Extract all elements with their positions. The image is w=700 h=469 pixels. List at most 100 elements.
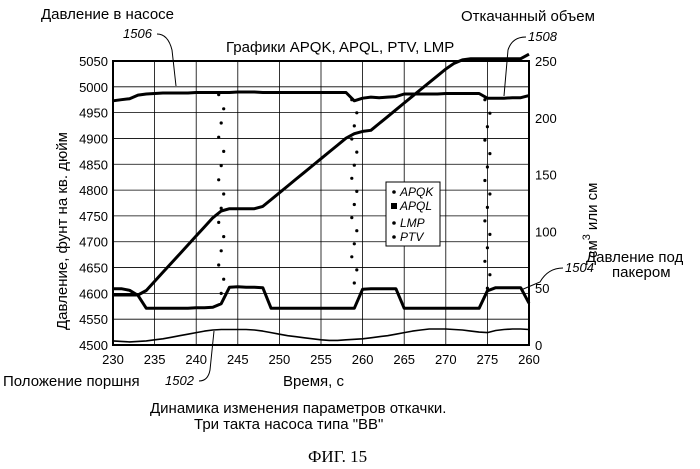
transition-dot bbox=[488, 152, 491, 155]
transition-dot bbox=[222, 107, 225, 110]
annotation-piston-position: Положение поршня bbox=[3, 373, 140, 390]
transition-dot bbox=[488, 112, 491, 115]
legend-marker-lmp bbox=[392, 221, 396, 225]
transition-dot bbox=[486, 165, 489, 168]
y-right-tick-labels: 050100150200250 bbox=[535, 54, 557, 353]
x-tick-label: 240 bbox=[185, 352, 207, 367]
x-tick-labels: 230235240245250255260265270275260 bbox=[102, 352, 540, 367]
transition-dot bbox=[222, 278, 225, 281]
transition-dot bbox=[217, 263, 220, 266]
transition-dot bbox=[353, 124, 356, 127]
transition-dot bbox=[488, 192, 491, 195]
x-tick-label: 255 bbox=[310, 352, 332, 367]
legend-marker-ptv bbox=[392, 235, 396, 239]
transition-dot bbox=[483, 98, 486, 101]
transition-dot bbox=[350, 255, 353, 258]
transition-dot bbox=[217, 221, 220, 224]
transition-dot bbox=[217, 178, 220, 181]
legend-label-apqk: APQK bbox=[399, 185, 434, 199]
y-right-tick-label: 250 bbox=[535, 54, 557, 69]
y-left-tick-label: 4950 bbox=[79, 106, 108, 121]
transition-dots bbox=[217, 93, 491, 295]
transition-dot bbox=[355, 268, 358, 271]
transition-dot bbox=[355, 151, 358, 154]
x-tick-label: 270 bbox=[435, 352, 457, 367]
transition-dot bbox=[353, 242, 356, 245]
transition-dot bbox=[217, 136, 220, 139]
x-tick-label: 265 bbox=[393, 352, 415, 367]
transition-dot bbox=[353, 281, 356, 284]
y-left-tick-label: 4600 bbox=[79, 286, 108, 301]
ref-1506: 1506 bbox=[123, 26, 153, 41]
x-tick-label: 275 bbox=[477, 352, 499, 367]
legend-label-lmp: LMP bbox=[400, 216, 425, 230]
y-axis-right-unit-tail: или см bbox=[584, 183, 601, 231]
legend-marker-apql bbox=[391, 203, 397, 209]
x-tick-label: 260 bbox=[518, 352, 540, 367]
transition-dot bbox=[355, 229, 358, 232]
figure-label: ФИГ. 15 bbox=[308, 447, 367, 466]
y-left-tick-label: 4700 bbox=[79, 235, 108, 250]
transition-dot bbox=[483, 139, 486, 142]
y-left-tick-label: 4500 bbox=[79, 338, 108, 353]
transition-dot bbox=[220, 164, 223, 167]
transition-dot bbox=[350, 177, 353, 180]
transition-dot bbox=[350, 98, 353, 101]
transition-dot bbox=[483, 219, 486, 222]
y-right-tick-label: 0 bbox=[535, 338, 542, 353]
transition-dot bbox=[220, 121, 223, 124]
y-right-tick-label: 150 bbox=[535, 168, 557, 183]
transition-dot bbox=[355, 111, 358, 114]
transition-dot bbox=[488, 233, 491, 236]
transition-dot bbox=[220, 249, 223, 252]
transition-dot bbox=[353, 164, 356, 167]
transition-dot bbox=[222, 150, 225, 153]
y-left-tick-label: 5050 bbox=[79, 54, 108, 69]
transition-dot bbox=[220, 292, 223, 295]
y-left-tick-label: 4750 bbox=[79, 209, 108, 224]
chart-grid bbox=[113, 61, 529, 345]
y-left-tick-label: 4900 bbox=[79, 131, 108, 146]
transition-dot bbox=[488, 273, 491, 276]
x-tick-label: 260 bbox=[352, 352, 374, 367]
ref-1502: 1502 bbox=[165, 373, 195, 388]
annotation-packer-pressure-line2: пакером bbox=[612, 264, 671, 281]
x-tick-label: 245 bbox=[227, 352, 249, 367]
y-axis-left-label: Давление, фунт на кв. дюйм bbox=[54, 132, 71, 330]
x-tick-label: 230 bbox=[102, 352, 124, 367]
transition-dot bbox=[217, 93, 220, 96]
transition-dot bbox=[483, 260, 486, 263]
chart-title: Графики APQK, APQL, PTV, LMP bbox=[226, 39, 454, 56]
y-left-tick-label: 5000 bbox=[79, 80, 108, 95]
y-left-tick-label: 4650 bbox=[79, 261, 108, 276]
legend-marker-apqk bbox=[392, 190, 396, 194]
transition-dot bbox=[353, 203, 356, 206]
caption-line-2: Три такта насоса типа "BB" bbox=[194, 416, 383, 433]
y-axis-right-unit-sup: 3 bbox=[581, 234, 593, 240]
transition-dot bbox=[350, 216, 353, 219]
legend-label-ptv: PTV bbox=[400, 230, 424, 244]
transition-dot bbox=[486, 246, 489, 249]
y-right-tick-label: 100 bbox=[535, 224, 557, 239]
transition-dot bbox=[486, 287, 489, 290]
y-left-tick-label: 4550 bbox=[79, 312, 108, 327]
x-axis-label: Время, с bbox=[283, 373, 344, 390]
ref-1504: 1504 bbox=[565, 260, 594, 275]
transition-dot bbox=[220, 207, 223, 210]
transition-dot bbox=[486, 206, 489, 209]
transition-dot bbox=[350, 137, 353, 140]
transition-dot bbox=[486, 125, 489, 128]
y-right-tick-label: 200 bbox=[535, 111, 557, 126]
transition-dot bbox=[222, 235, 225, 238]
annotation-pumped-volume: Откачанный объем bbox=[461, 8, 595, 25]
y-left-tick-label: 4800 bbox=[79, 183, 108, 198]
ref-1508: 1508 bbox=[528, 29, 558, 44]
y-axis-right-label: см3или см bbox=[581, 183, 601, 258]
legend-label-apql: APQL bbox=[399, 199, 432, 213]
annotation-pump-pressure: Давление в насосе bbox=[41, 6, 174, 23]
transition-dot bbox=[355, 190, 358, 193]
x-tick-label: 250 bbox=[269, 352, 291, 367]
caption-line-1: Динамика изменения параметров откачки. bbox=[150, 400, 446, 417]
transition-dot bbox=[483, 179, 486, 182]
